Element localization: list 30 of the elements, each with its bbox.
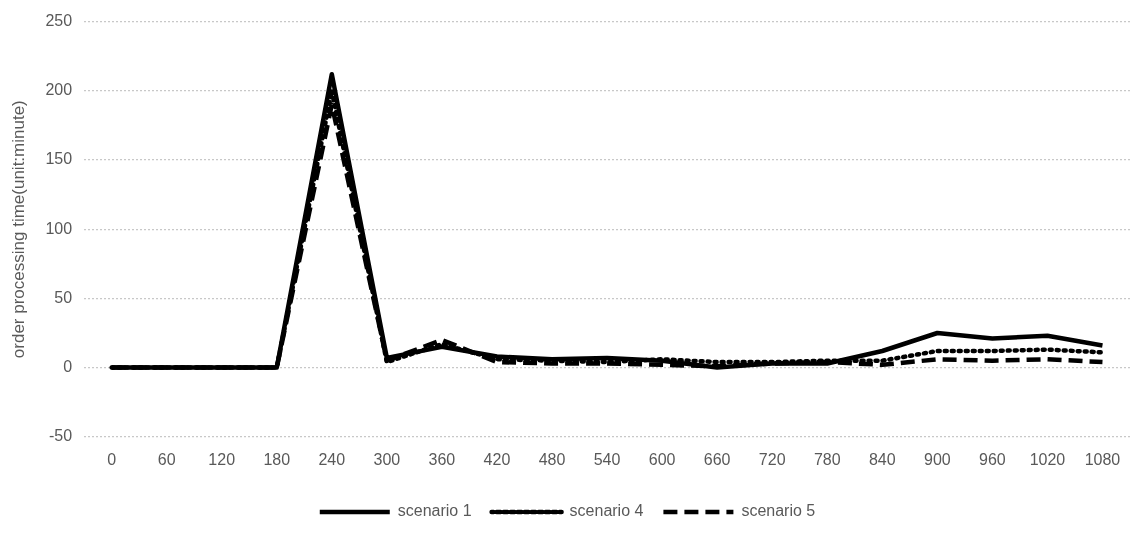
legend-label: scenario 4: [569, 502, 644, 520]
x-tick-label: 1080: [1084, 450, 1121, 468]
x-tick-label: 180: [263, 450, 291, 468]
x-tick-label: 660: [703, 450, 731, 468]
x-tick-label: 60: [157, 450, 176, 468]
y-tick-label: 200: [45, 81, 73, 99]
x-tick-label: 600: [648, 450, 676, 468]
x-tick-label: 360: [428, 450, 456, 468]
x-tick-label: 1020: [1029, 450, 1066, 468]
x-tick-label: 420: [483, 450, 511, 468]
x-tick-label: 120: [208, 450, 236, 468]
x-tick-label: 900: [923, 450, 951, 468]
y-tick-label: 50: [54, 288, 73, 306]
x-tick-label: 540: [593, 450, 621, 468]
y-tick-label: 150: [45, 150, 73, 168]
x-tick-label: 300: [373, 450, 401, 468]
y-tick-label: 250: [45, 12, 73, 30]
y-axis-title: order processing time(unit:minute): [8, 100, 28, 359]
x-tick-label: 960: [979, 450, 1006, 468]
x-tick-label: 240: [318, 450, 346, 468]
x-tick-label: 720: [758, 450, 786, 468]
x-tick-label: 780: [813, 450, 841, 468]
y-tick-label: 100: [45, 219, 73, 237]
y-tick-label: -50: [48, 427, 73, 445]
x-tick-label: 0: [107, 450, 117, 468]
legend-label: scenario 1: [397, 502, 472, 520]
y-tick-label: 0: [63, 358, 73, 376]
legend-label: scenario 5: [741, 502, 816, 520]
x-tick-label: 840: [868, 450, 896, 468]
x-tick-label: 480: [538, 450, 566, 468]
